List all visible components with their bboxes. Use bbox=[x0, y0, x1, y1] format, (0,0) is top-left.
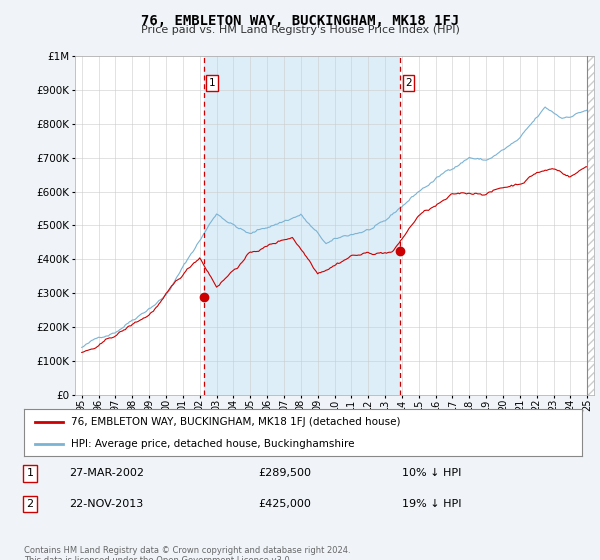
Text: 27-MAR-2002: 27-MAR-2002 bbox=[69, 468, 144, 478]
Text: 10% ↓ HPI: 10% ↓ HPI bbox=[402, 468, 461, 478]
Text: 19% ↓ HPI: 19% ↓ HPI bbox=[402, 499, 461, 509]
Text: £425,000: £425,000 bbox=[258, 499, 311, 509]
Text: 2: 2 bbox=[405, 78, 412, 88]
Bar bbox=[203, 56, 400, 395]
Text: 76, EMBLETON WAY, BUCKINGHAM, MK18 1FJ (detached house): 76, EMBLETON WAY, BUCKINGHAM, MK18 1FJ (… bbox=[71, 417, 401, 427]
Text: 22-NOV-2013: 22-NOV-2013 bbox=[69, 499, 143, 509]
Text: 76, EMBLETON WAY, BUCKINGHAM, MK18 1FJ: 76, EMBLETON WAY, BUCKINGHAM, MK18 1FJ bbox=[141, 14, 459, 28]
Bar bbox=[587, 56, 596, 395]
Text: Contains HM Land Registry data © Crown copyright and database right 2024.
This d: Contains HM Land Registry data © Crown c… bbox=[24, 546, 350, 560]
Text: Price paid vs. HM Land Registry's House Price Index (HPI): Price paid vs. HM Land Registry's House … bbox=[140, 25, 460, 35]
Text: £289,500: £289,500 bbox=[258, 468, 311, 478]
Text: 1: 1 bbox=[209, 78, 215, 88]
Text: 1: 1 bbox=[26, 468, 34, 478]
Text: 2: 2 bbox=[26, 499, 34, 509]
Text: HPI: Average price, detached house, Buckinghamshire: HPI: Average price, detached house, Buck… bbox=[71, 438, 355, 449]
